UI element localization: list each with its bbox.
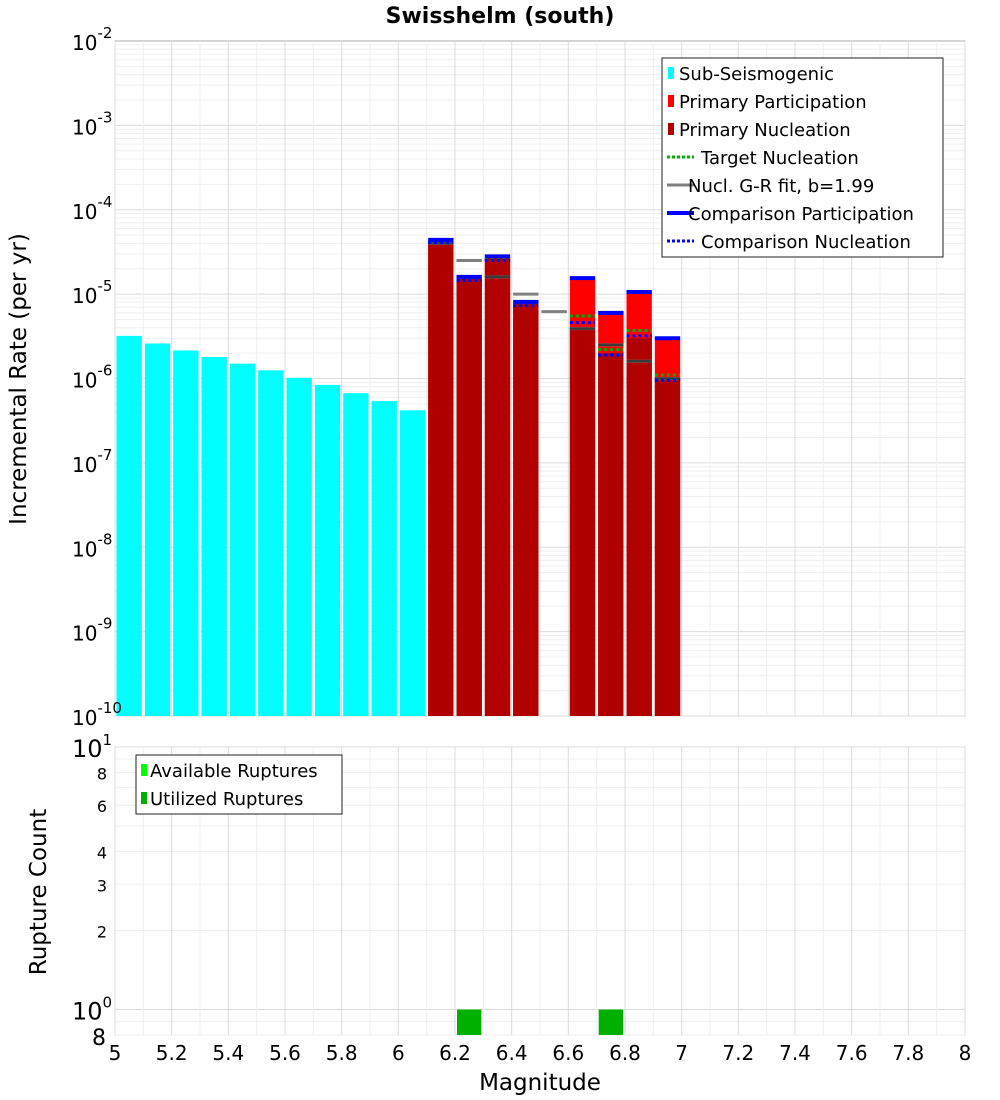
primary-nucleation-bar [428, 240, 454, 717]
sub-seismogenic-bar [343, 393, 369, 716]
primary-nucleation-bar [456, 278, 482, 716]
legend-label: Comparison Nucleation [701, 232, 911, 253]
legend-swatch [141, 792, 147, 804]
y-tick-minor-label: 8 [97, 764, 107, 783]
x-tick-label: 7 [675, 1041, 688, 1065]
legend-label: Comparison Participation [688, 204, 914, 225]
x-tick-label: 7.4 [779, 1041, 811, 1065]
count-y-axis-label: Rupture Count [26, 809, 52, 975]
primary-nucleation-bar [513, 302, 539, 716]
sub-seismogenic-bar [258, 370, 284, 716]
y-tick-minor-label: 4 [97, 843, 107, 862]
x-tick-label: 6.4 [496, 1041, 528, 1065]
y-tick-label: 10-2 [72, 24, 112, 55]
rate-legend: Sub-Seismogenic Primary Participation Prim… [661, 57, 944, 258]
y-tick-label: 10-7 [72, 446, 112, 477]
x-tick-label: 5.8 [326, 1041, 358, 1065]
legend-label: Sub-Seismogenic [679, 64, 834, 85]
y-tick-label: 101 [72, 731, 112, 763]
x-axis-label: Magnitude [479, 1070, 601, 1096]
utilized-ruptures-bar [598, 1009, 623, 1035]
primary-nucleation-bar [626, 338, 652, 716]
y-tick-label: 10-4 [72, 193, 112, 224]
count-legend-box [135, 754, 343, 815]
legend-swatch [668, 95, 674, 107]
rate-y-axis-label: Incremental Rate (per yr) [6, 233, 32, 525]
y-tick-minor-label: 3 [97, 876, 107, 895]
legend-label: Target Nucleation [700, 148, 859, 169]
y-tick-label: 10-8 [72, 530, 112, 561]
legend-label: Primary Participation [679, 92, 867, 113]
x-tick-label: 5.6 [269, 1041, 301, 1065]
rate-plot-bars [116, 240, 681, 717]
count-legend: Available Ruptures Utilized Ruptures [135, 754, 343, 815]
y-tick-label: 10-5 [72, 277, 112, 308]
sub-seismogenic-bar [173, 350, 199, 716]
y-tick-label: 10-10 [72, 699, 122, 730]
y-tick-minor-label: 6 [97, 797, 107, 816]
y-tick-minor-label: 2 [97, 923, 107, 942]
sub-seismogenic-bar [144, 343, 171, 716]
sub-seismogenic-bar [314, 384, 341, 716]
rate-plot: 10-2 10-3 10-4 10-5 10-6 10-7 10-8 10-9 10-10 In… [6, 24, 966, 730]
primary-nucleation-bar [654, 378, 681, 716]
rate-plot-lines [428, 237, 681, 382]
x-tick-label: 6.2 [439, 1041, 471, 1065]
sub-seismogenic-bar [201, 356, 227, 716]
y-tick-label: 10-9 [72, 615, 112, 646]
legend-swatch [141, 764, 147, 776]
legend-label: Utilized Ruptures [150, 789, 303, 810]
x-tick-label: 5 [109, 1041, 122, 1065]
primary-nucleation-bar [598, 353, 624, 716]
legend-label: Primary Nucleation [679, 120, 851, 141]
x-tick-label: 5.4 [212, 1041, 244, 1065]
utilized-ruptures-bar [457, 1009, 482, 1035]
y-tick-minor-label: 8 [92, 1026, 106, 1051]
sub-seismogenic-bar [286, 377, 312, 716]
sub-seismogenic-bar [229, 363, 256, 716]
legend-swatch [668, 123, 674, 135]
primary-nucleation-bar [484, 257, 511, 716]
x-tick-label: 7.2 [722, 1041, 754, 1065]
count-plot-bars [457, 1009, 623, 1035]
x-tick-label: 5.2 [156, 1041, 188, 1065]
legend-label: Nucl. G-R fit, b=1.99 [688, 176, 874, 197]
primary-nucleation-bar [569, 327, 596, 716]
x-tick-label: 6 [392, 1041, 405, 1065]
y-tick-label: 10-6 [72, 362, 112, 393]
x-tick-label: 8 [959, 1041, 972, 1065]
y-tick-label: 10-3 [72, 108, 112, 139]
x-tick-label: 7.8 [892, 1041, 924, 1065]
legend-swatch [668, 67, 674, 79]
legend-label: Available Ruptures [150, 761, 318, 782]
chart-title: Swisshelm (south) [386, 4, 615, 29]
y-tick-label: 100 [72, 994, 112, 1026]
sub-seismogenic-bar [116, 335, 142, 716]
x-tick-label: 6.8 [609, 1041, 641, 1065]
x-tick-label: 7.6 [836, 1041, 868, 1065]
count-plot-x-ticks: 5 5.2 5.4 5.6 5.8 6 6.2 6.4 6.6 6.8 7 7.2 7.4 7.6 7.8 8 [109, 1041, 972, 1065]
rate-legend-box [661, 57, 944, 258]
sub-seismogenic-bar [399, 410, 426, 716]
sub-seismogenic-bar [371, 401, 397, 716]
x-tick-label: 6.6 [552, 1041, 584, 1065]
rate-plot-y-ticks: 10-2 10-3 10-4 10-5 10-6 10-7 10-8 10-9 10-10 [72, 24, 122, 730]
